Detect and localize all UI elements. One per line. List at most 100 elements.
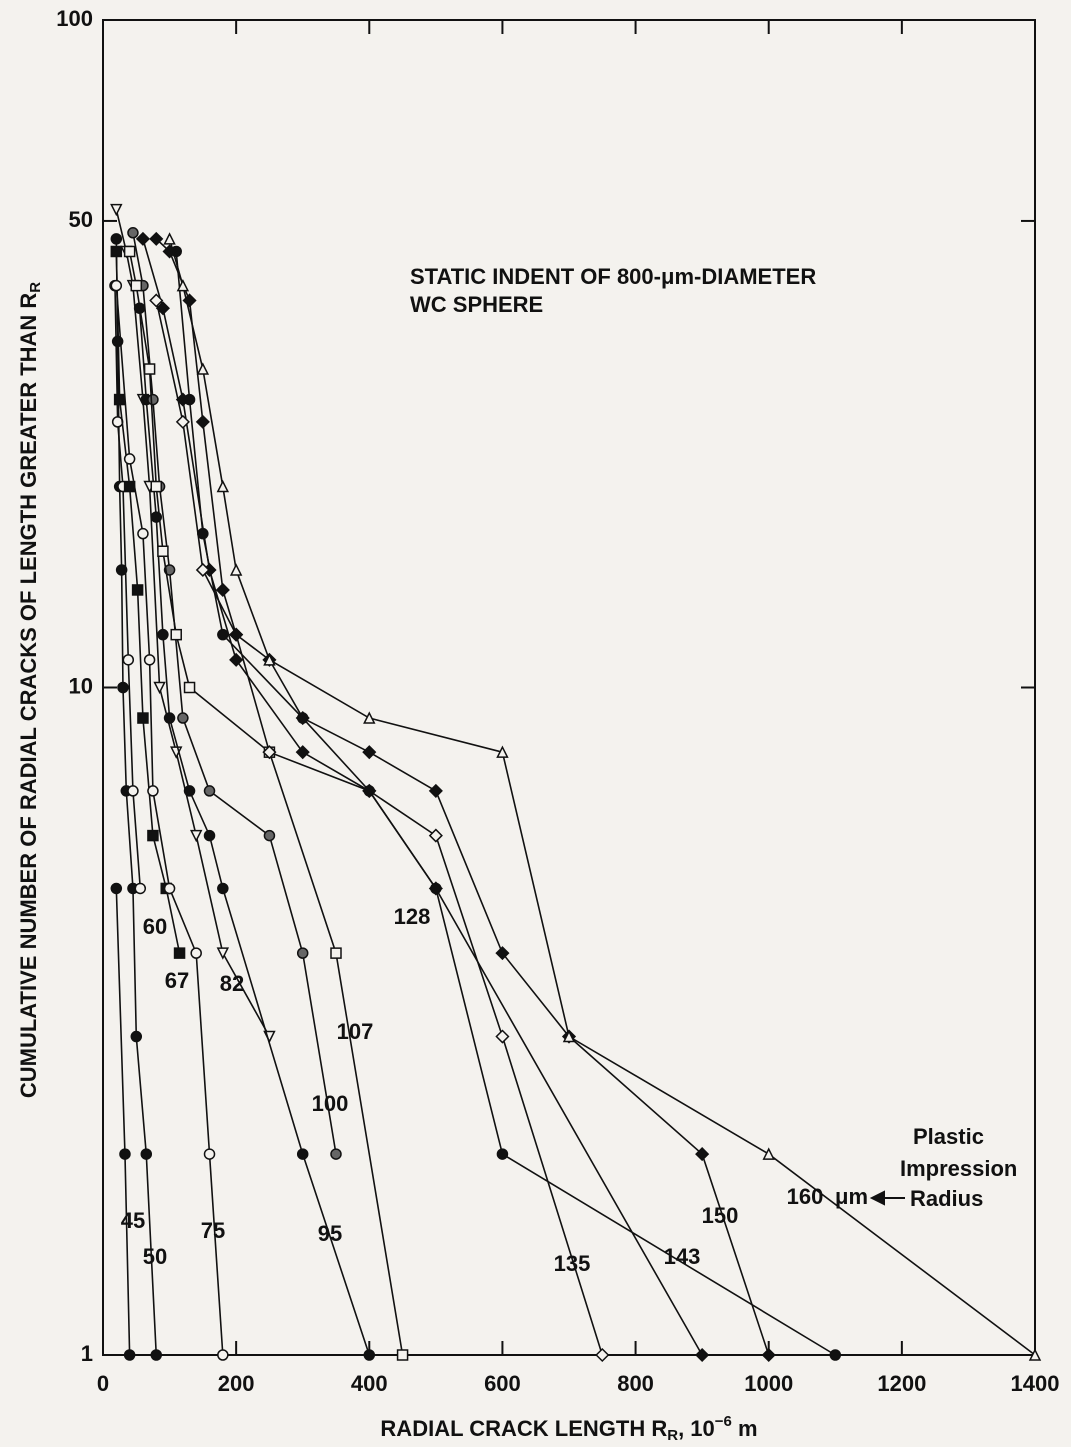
marker — [203, 785, 216, 797]
marker — [137, 712, 149, 724]
series-label: 67 — [165, 968, 189, 993]
series-label: 135 — [554, 1251, 591, 1276]
marker — [428, 828, 443, 843]
marker — [117, 681, 129, 694]
marker — [149, 231, 164, 246]
marker — [183, 393, 196, 406]
marker — [216, 947, 230, 960]
marker — [215, 582, 230, 598]
series-line — [115, 209, 271, 1037]
marker — [130, 1030, 143, 1043]
marker — [110, 233, 123, 245]
marker — [110, 882, 123, 895]
marker — [137, 527, 149, 540]
series-label: 45 — [121, 1208, 145, 1233]
marker — [195, 414, 210, 429]
series-label: 60 — [143, 914, 167, 939]
series-line — [155, 238, 770, 1356]
series-line — [138, 308, 371, 1356]
marker — [595, 1347, 610, 1363]
marker — [196, 362, 210, 375]
marker — [119, 1148, 131, 1160]
series-label: 150 — [702, 1203, 739, 1228]
marker — [157, 628, 169, 641]
marker — [189, 829, 203, 843]
marker — [362, 745, 377, 760]
marker — [110, 245, 123, 258]
arrow — [869, 1190, 905, 1206]
y-label-sub: R — [27, 282, 44, 293]
series-label: 160 — [787, 1184, 824, 1209]
marker — [217, 628, 229, 641]
marker — [140, 1148, 153, 1160]
marker — [177, 712, 189, 724]
marker — [296, 1148, 309, 1160]
marker — [396, 1349, 409, 1361]
marker — [110, 279, 123, 292]
marker — [216, 479, 230, 493]
marker — [195, 562, 210, 578]
marker — [183, 785, 196, 797]
series-line — [115, 238, 158, 1356]
x-tick-label: 200 — [218, 1371, 255, 1396]
marker — [1028, 1348, 1042, 1361]
marker — [430, 882, 442, 895]
series-label: 107 — [337, 1019, 374, 1044]
marker — [263, 829, 276, 842]
y-tick-label: 10 — [69, 673, 93, 698]
marker — [147, 393, 159, 406]
marker — [123, 1349, 136, 1361]
series-label: 100 — [312, 1091, 349, 1116]
marker — [153, 681, 166, 695]
marker — [495, 946, 510, 961]
marker — [163, 232, 176, 245]
series-line — [168, 238, 1036, 1356]
annotation: μm — [835, 1184, 868, 1209]
series-line — [175, 251, 836, 1356]
marker — [173, 947, 186, 959]
marker — [229, 652, 244, 667]
marker — [157, 545, 169, 557]
marker — [190, 947, 202, 959]
x-axis-label: RADIAL CRACK LENGTH RR, 10−6 m — [380, 1413, 757, 1444]
y-label-part: CUMULATIVE NUMBER OF RADIAL CRACKS OF LE… — [16, 293, 41, 1099]
marker — [262, 745, 277, 760]
marker — [134, 882, 147, 895]
marker — [229, 563, 243, 576]
x-label-part: RADIAL CRACK LENGTH R — [380, 1416, 667, 1441]
series-label: 75 — [201, 1218, 225, 1243]
chart-title: WC SPHERE — [410, 292, 543, 317]
marker — [428, 783, 443, 798]
marker — [123, 453, 136, 465]
marker — [113, 393, 126, 406]
y-tick-label: 50 — [69, 207, 93, 232]
marker — [296, 947, 309, 959]
plot-frame — [102, 19, 1036, 1356]
marker — [695, 1146, 710, 1162]
marker — [155, 301, 170, 316]
x-tick-label: 600 — [484, 1371, 521, 1396]
marker — [496, 1148, 509, 1160]
marker — [229, 627, 244, 642]
annotation: Radius — [910, 1186, 983, 1211]
marker — [131, 584, 144, 596]
marker — [496, 745, 509, 758]
marker — [147, 785, 159, 797]
marker — [110, 203, 123, 217]
marker — [150, 1349, 163, 1361]
marker — [761, 1347, 776, 1363]
marker — [143, 654, 156, 666]
marker — [183, 681, 196, 694]
marker — [363, 711, 376, 724]
marker — [147, 829, 159, 842]
series-label: 95 — [318, 1221, 342, 1246]
series-line — [115, 251, 181, 954]
series-line — [155, 300, 604, 1356]
marker — [170, 628, 182, 641]
x-label-sup: −6 — [715, 1413, 732, 1430]
marker — [330, 1148, 342, 1160]
marker — [150, 480, 163, 493]
marker — [762, 1147, 775, 1160]
marker — [127, 785, 139, 797]
